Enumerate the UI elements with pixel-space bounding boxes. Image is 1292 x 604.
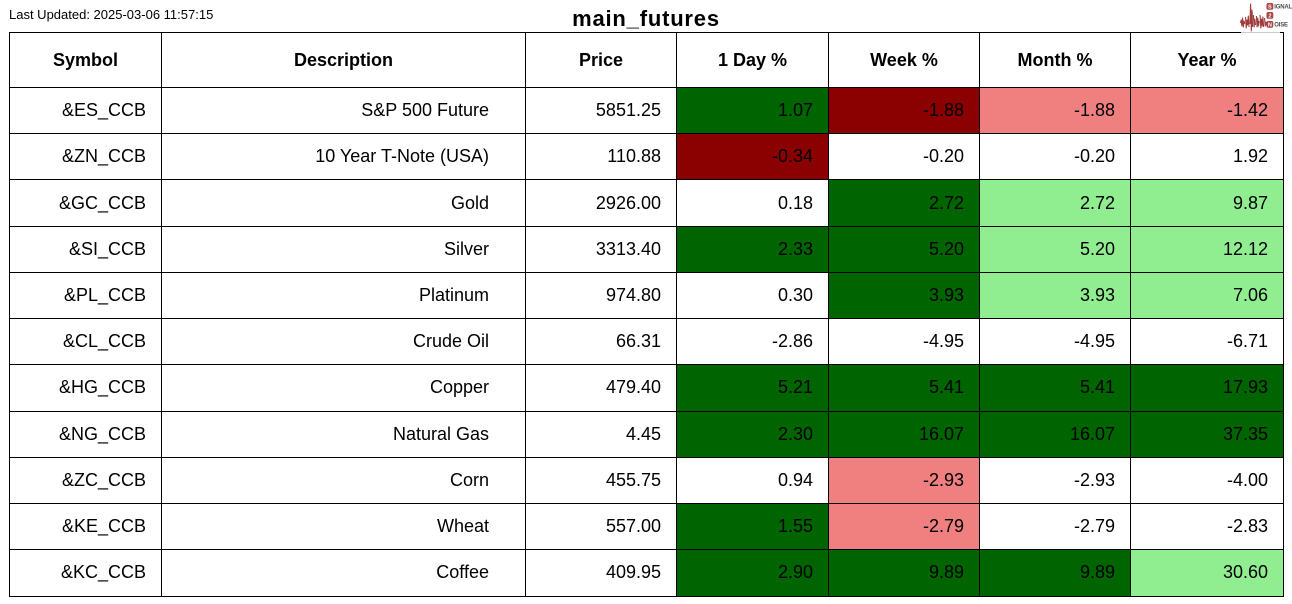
svg-text:N: N	[1268, 22, 1272, 28]
svg-text:2: 2	[1268, 13, 1271, 19]
svg-text:OISE: OISE	[1274, 23, 1288, 29]
svg-text:S: S	[1268, 4, 1272, 10]
svg-text:IGNAL: IGNAL	[1274, 5, 1292, 11]
